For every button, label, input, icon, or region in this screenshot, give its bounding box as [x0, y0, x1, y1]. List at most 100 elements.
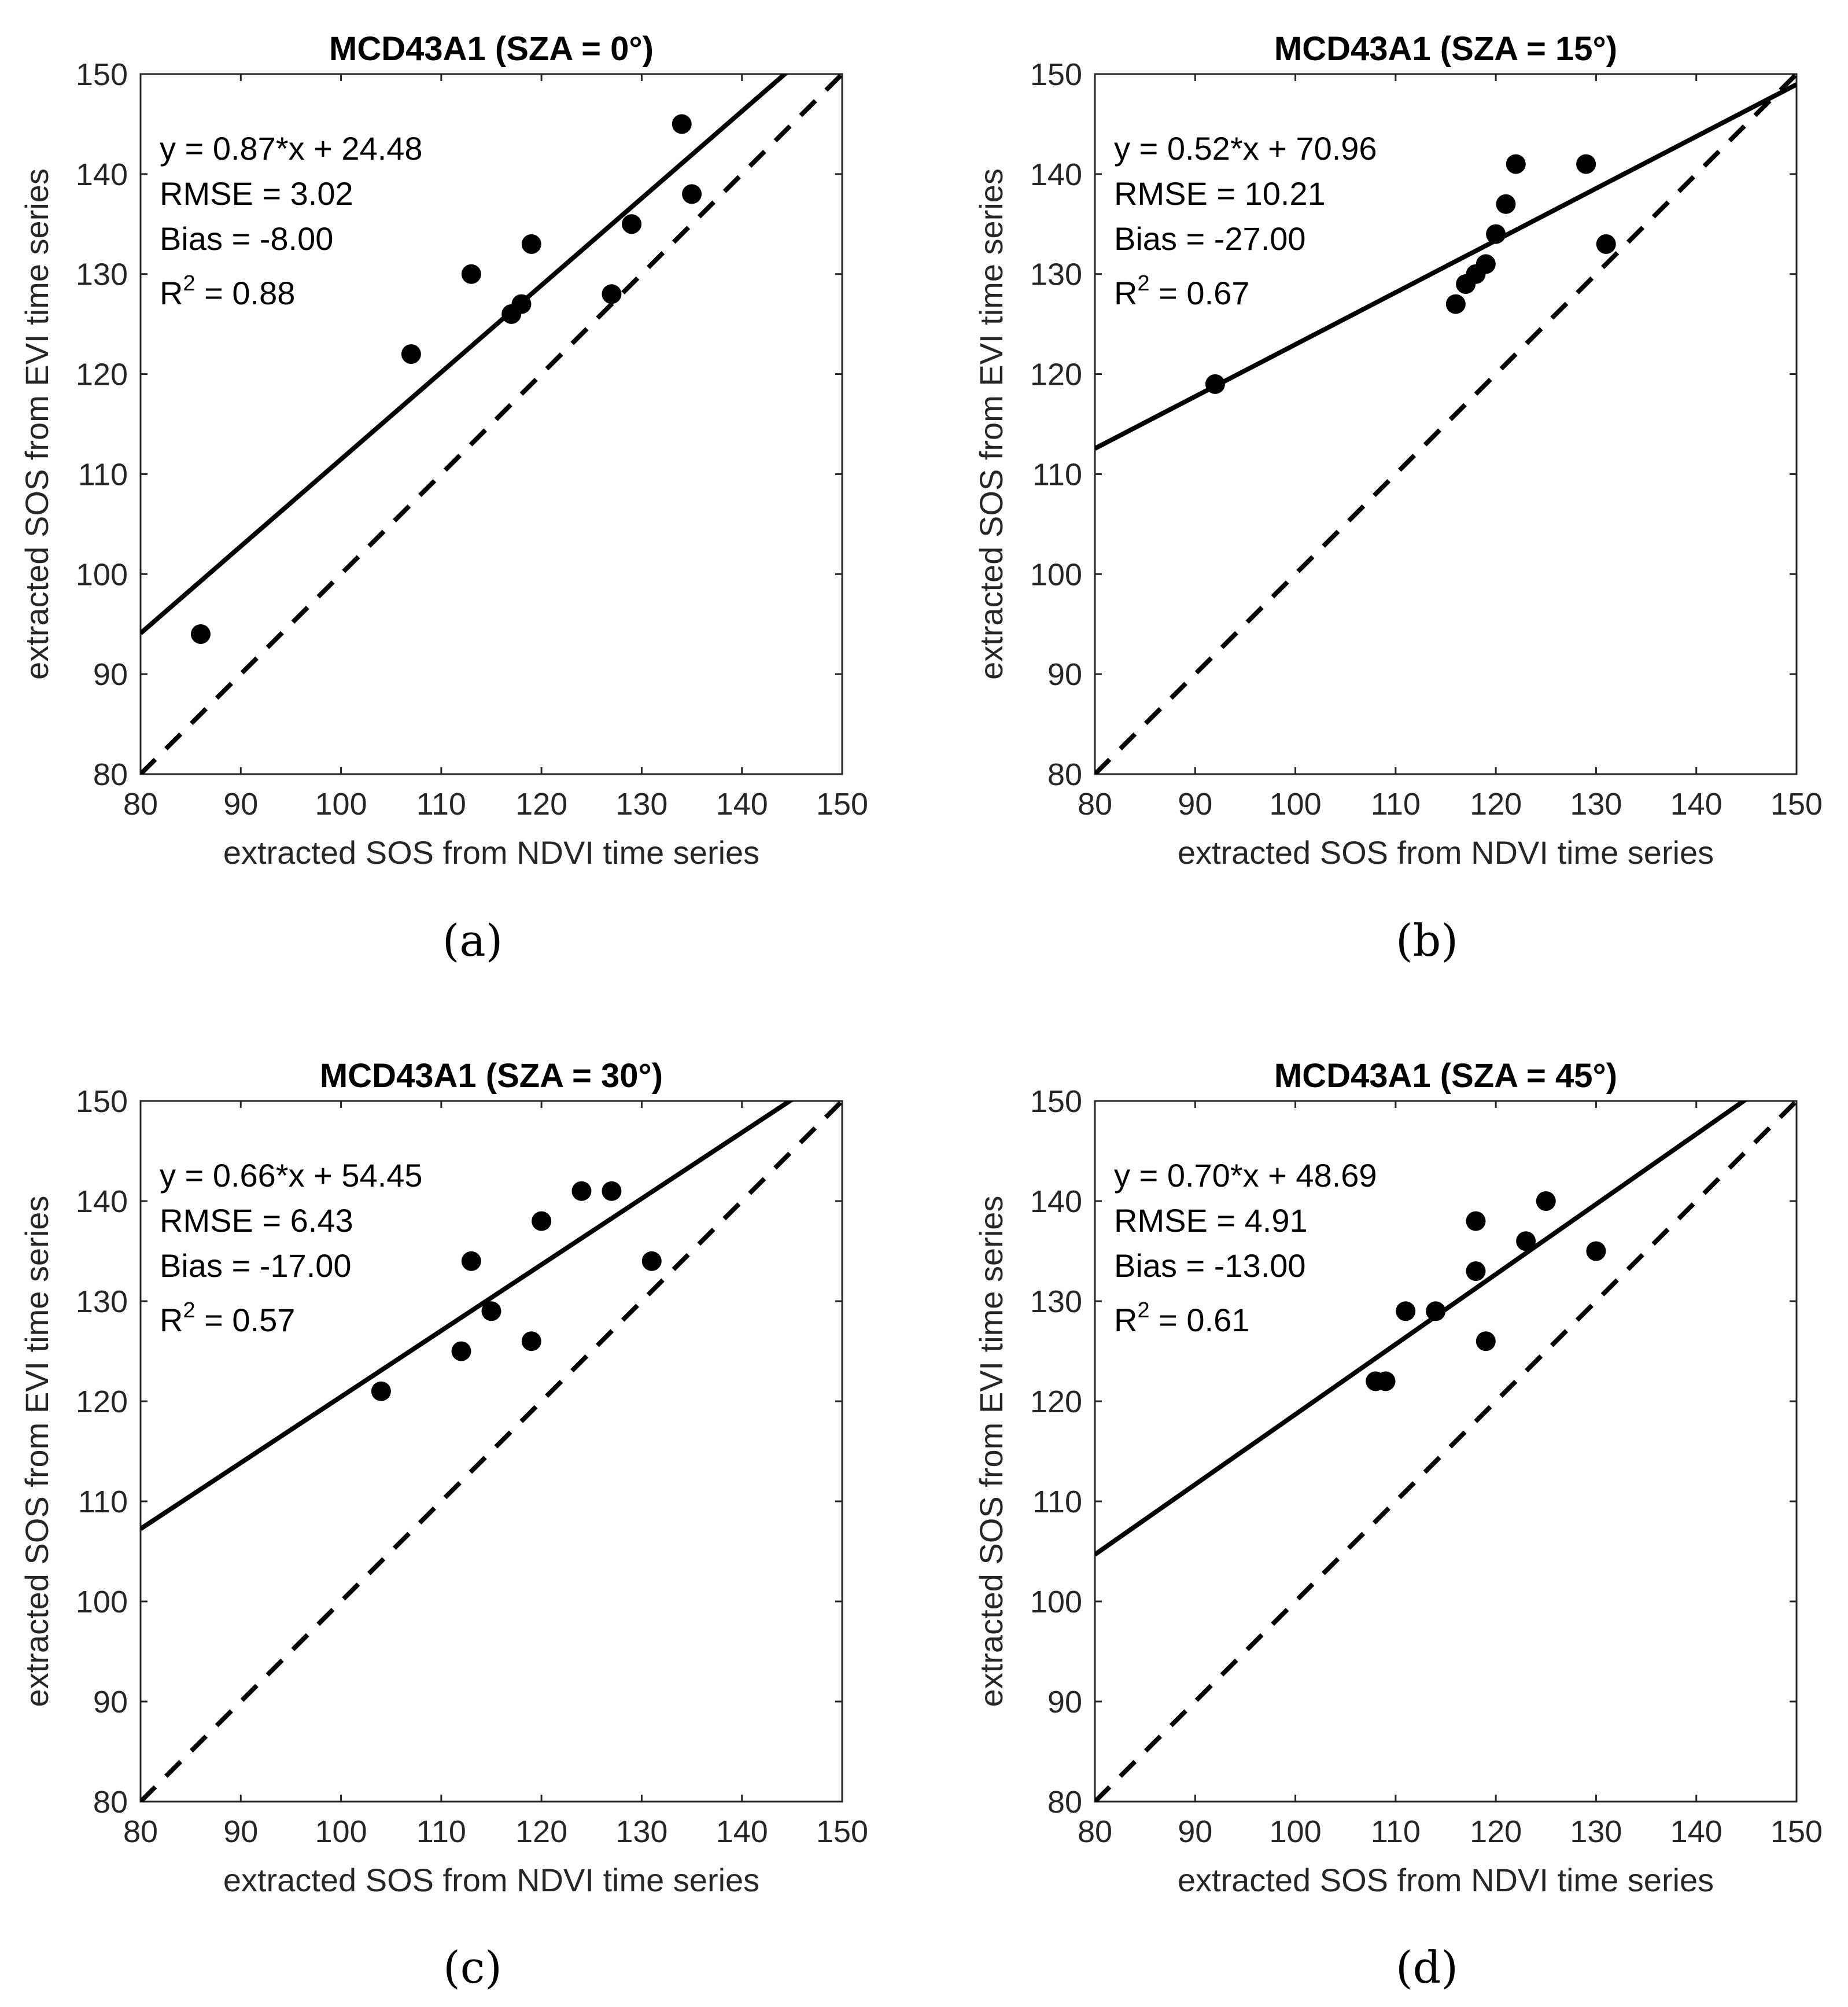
data-point	[461, 1251, 481, 1271]
stats-annotation: Bias = -27.00	[1114, 220, 1306, 257]
y-tick-label: 90	[93, 657, 128, 692]
x-tick-label: 140	[716, 787, 768, 822]
x-tick-label: 150	[816, 1814, 868, 1849]
data-point	[1396, 1301, 1416, 1321]
y-tick-label: 150	[1030, 57, 1082, 92]
x-tick-label: 130	[615, 1814, 667, 1849]
y-tick-label: 130	[1030, 257, 1082, 292]
data-point	[682, 184, 702, 204]
x-tick-label: 130	[1570, 787, 1622, 822]
stats-annotation: Bias = -13.00	[1114, 1247, 1306, 1284]
data-point	[1466, 1261, 1486, 1281]
x-tick-label: 80	[1078, 1814, 1112, 1849]
data-point	[1476, 254, 1496, 274]
x-tick-label: 110	[1371, 787, 1421, 822]
x-tick-label: 100	[315, 787, 367, 822]
panel-label: (d)	[1396, 1942, 1458, 1993]
y-tick-label: 150	[1030, 1084, 1082, 1119]
x-tick-label: 110	[1371, 1814, 1421, 1849]
one-to-one-line	[1095, 74, 1797, 774]
stats-annotation: y = 0.52*x + 70.96	[1114, 130, 1377, 167]
y-axis-label: extracted SOS from EVI time series	[973, 1196, 1009, 1707]
y-tick-label: 90	[93, 1685, 128, 1719]
x-tick-label: 130	[615, 787, 667, 822]
regression-line	[141, 74, 788, 635]
regression-line	[141, 1101, 794, 1531]
x-tick-label: 140	[1670, 787, 1722, 822]
data-point	[532, 1211, 552, 1231]
x-tick-label: 130	[1570, 1814, 1622, 1849]
data-point	[672, 114, 692, 134]
x-tick-label: 120	[515, 787, 567, 822]
y-tick-label: 100	[76, 557, 128, 592]
y-tick-label: 80	[93, 1785, 128, 1820]
data-point	[571, 1181, 592, 1201]
x-tick-label: 150	[1770, 1814, 1823, 1849]
chart-title: MCD43A1 (SZA = 15°)	[1274, 30, 1617, 68]
x-tick-label: 120	[515, 1814, 567, 1849]
y-tick-label: 120	[1030, 358, 1082, 392]
y-tick-label: 150	[76, 57, 128, 92]
panel-label: (b)	[1396, 915, 1458, 966]
panel-label: (a)	[442, 915, 503, 966]
x-tick-label: 80	[123, 1814, 158, 1849]
x-tick-label: 100	[315, 1814, 367, 1849]
stats-annotation: Bias = -17.00	[160, 1247, 352, 1284]
one-to-one-line	[141, 74, 842, 774]
r-squared-annotation: R2 = 0.57	[160, 1298, 295, 1338]
data-point	[1516, 1231, 1536, 1251]
y-tick-label: 110	[1032, 1485, 1082, 1519]
y-tick-label: 80	[1047, 757, 1082, 792]
data-point	[602, 284, 622, 304]
data-point	[511, 294, 532, 314]
data-point	[521, 234, 541, 254]
x-axis-label: extracted SOS from NDVI time series	[223, 834, 759, 871]
data-point	[461, 264, 481, 284]
data-point	[481, 1301, 501, 1321]
data-point	[190, 624, 211, 644]
y-tick-label: 140	[76, 1184, 128, 1219]
x-tick-label: 90	[1178, 1814, 1212, 1849]
y-tick-label: 110	[1032, 457, 1082, 492]
panel-label: (c)	[443, 1942, 502, 1993]
y-tick-label: 130	[76, 1284, 128, 1319]
r-squared-annotation: R2 = 0.67	[1114, 271, 1249, 311]
y-tick-label: 80	[1047, 1785, 1082, 1820]
data-point	[1596, 234, 1616, 254]
data-point	[401, 344, 421, 364]
chart-title: MCD43A1 (SZA = 0°)	[329, 30, 654, 68]
data-point	[1486, 224, 1506, 244]
data-point	[622, 214, 642, 234]
y-tick-label: 140	[76, 157, 128, 192]
y-tick-label: 120	[76, 358, 128, 392]
data-point	[371, 1381, 391, 1401]
stats-annotation: Bias = -8.00	[160, 220, 333, 257]
y-tick-label: 110	[78, 457, 128, 492]
data-point	[451, 1341, 471, 1361]
x-tick-label: 90	[1178, 787, 1212, 822]
regression-line	[1095, 1101, 1748, 1557]
x-tick-label: 110	[416, 1814, 466, 1849]
x-axis-label: extracted SOS from NDVI time series	[223, 1862, 759, 1898]
y-tick-label: 100	[76, 1585, 128, 1619]
data-point	[1375, 1371, 1396, 1391]
y-tick-label: 90	[1047, 657, 1082, 692]
y-axis-label: extracted SOS from EVI time series	[973, 168, 1009, 680]
x-tick-label: 120	[1470, 1814, 1522, 1849]
data-point	[1445, 294, 1466, 314]
one-to-one-line	[1095, 1101, 1797, 1802]
data-point	[641, 1251, 662, 1271]
x-tick-label: 140	[1670, 1814, 1722, 1849]
y-tick-label: 140	[1030, 157, 1082, 192]
chart-panel-a: 80 90 100 110 120 130 140 150 80 90 100 110 120 130 14…	[19, 30, 868, 966]
data-point	[1476, 1331, 1496, 1351]
stats-annotation: RMSE = 4.91	[1114, 1202, 1308, 1239]
chart-title: MCD43A1 (SZA = 30°)	[320, 1057, 663, 1095]
x-tick-label: 90	[223, 1814, 258, 1849]
stats-annotation: RMSE = 10.21	[1114, 175, 1326, 212]
x-tick-label: 110	[416, 787, 466, 822]
stats-annotation: y = 0.70*x + 48.69	[1114, 1157, 1377, 1194]
x-tick-label: 100	[1270, 787, 1322, 822]
data-point	[1466, 1211, 1486, 1231]
